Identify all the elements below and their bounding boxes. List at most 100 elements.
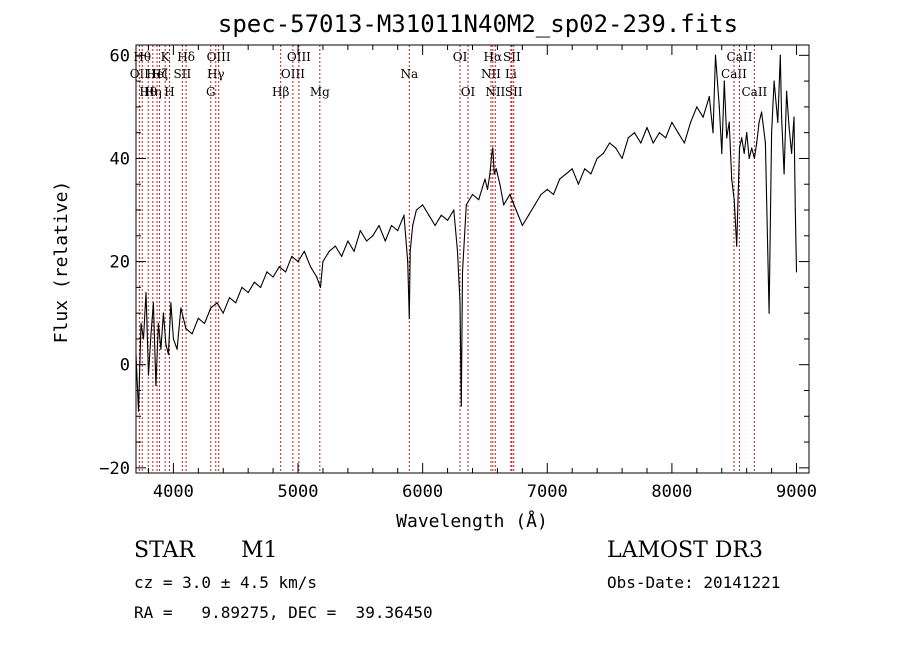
spectral-line-label: Mg	[310, 85, 330, 99]
flux-point	[486, 188, 489, 190]
flux-point	[180, 307, 182, 309]
flux-point	[491, 152, 493, 154]
flux-point	[768, 312, 770, 314]
flux-point	[372, 235, 374, 237]
spectral-line-label: OIII	[207, 50, 231, 64]
spectral-line-label: Hα	[484, 50, 503, 64]
flux-point	[162, 312, 164, 314]
spectral-line-label: Na	[400, 67, 418, 81]
flux-point	[736, 245, 738, 247]
x-tick-label: 5000	[278, 482, 319, 502]
flux-point	[509, 193, 511, 196]
flux-point	[741, 137, 743, 139]
flux-point	[434, 224, 436, 227]
flux-point	[409, 250, 411, 252]
y-tick-label: 20	[110, 253, 130, 273]
flux-point	[702, 116, 704, 118]
flux-point	[309, 266, 312, 268]
flux-point	[499, 183, 501, 185]
flux-point	[761, 111, 763, 113]
flux-point	[690, 121, 692, 123]
flux-point	[459, 302, 461, 304]
spectral-line-label: SII	[174, 67, 192, 81]
flux-point	[503, 204, 505, 206]
flux-point	[366, 240, 368, 242]
flux-point	[743, 152, 745, 154]
flux-point	[602, 152, 605, 154]
flux-point	[241, 286, 243, 288]
flux-point	[412, 224, 414, 227]
flux-point	[155, 384, 157, 386]
spectral-line-label: Hδ	[177, 50, 195, 64]
survey-release: LAMOST DR3	[607, 538, 763, 563]
flux-point	[316, 276, 318, 278]
flux-point	[565, 173, 567, 175]
flux-point	[347, 240, 349, 242]
flux-point	[484, 178, 486, 180]
flux-point	[319, 286, 322, 288]
flux-point	[721, 152, 723, 154]
flux-point	[465, 204, 467, 206]
flux-point	[353, 250, 355, 252]
flux-point	[791, 152, 793, 154]
spectral-line-label: Hγ	[207, 67, 225, 81]
flux-point	[795, 271, 798, 273]
flux-point	[453, 209, 455, 211]
spectral-line-label: SII	[503, 50, 521, 64]
spectral-line-label: SII	[505, 85, 523, 99]
x-axis: 4000 5000 6000 7000 8000 9000	[147, 45, 817, 502]
flux-point	[683, 142, 686, 144]
chart-title: spec-57013-M31011N40M2_sp02-239.fits	[218, 10, 738, 38]
spectral-line-label: OIII	[287, 50, 311, 64]
flux-point	[779, 54, 781, 56]
flux-point	[407, 261, 409, 263]
spectral-line-label: Hζ	[151, 67, 168, 81]
flux-point	[756, 142, 758, 144]
flux-point	[515, 209, 517, 211]
flux-point	[167, 353, 169, 355]
flux-point	[390, 224, 393, 227]
flux-point	[322, 261, 324, 263]
flux-point	[528, 214, 530, 216]
flux-point	[521, 224, 524, 227]
flux-point	[203, 322, 206, 325]
flux-point	[408, 317, 410, 319]
flux-point	[471, 193, 474, 196]
flux-point	[456, 250, 459, 252]
flux-point	[140, 322, 142, 325]
flux-point	[165, 343, 167, 345]
flux-point	[247, 291, 249, 294]
flux-point	[633, 132, 636, 134]
flux-point	[728, 121, 730, 123]
spectral-line-label: H	[164, 85, 174, 99]
flux-series-points	[135, 54, 798, 412]
spectral-line-label: OIII	[281, 67, 305, 81]
flux-point	[461, 271, 464, 273]
x-tick-label: 9000	[776, 482, 817, 502]
flux-point	[492, 147, 494, 149]
spectral-line-label: NII	[481, 67, 501, 81]
flux-point	[773, 80, 775, 82]
flux-point	[460, 405, 462, 407]
flux-point	[403, 214, 405, 216]
flux-point	[415, 209, 417, 211]
flux-point	[495, 168, 497, 170]
flux-point	[172, 338, 174, 340]
flux-point	[278, 266, 280, 268]
flux-point	[493, 173, 495, 175]
flux-point	[609, 142, 611, 144]
flux-point	[577, 183, 580, 185]
flux-point	[652, 142, 654, 144]
flux-point	[753, 157, 756, 159]
flux-point	[228, 297, 231, 299]
spectral-line-label: CaII	[741, 85, 767, 99]
flux-point	[714, 54, 717, 56]
y-tick-label: −20	[99, 459, 130, 479]
flux-point	[297, 261, 299, 263]
flux-point	[478, 199, 480, 201]
flux-point	[210, 307, 212, 309]
flux-point	[777, 121, 779, 123]
flux-point	[266, 271, 268, 273]
flux-point	[378, 224, 380, 227]
flux-point	[794, 209, 796, 211]
